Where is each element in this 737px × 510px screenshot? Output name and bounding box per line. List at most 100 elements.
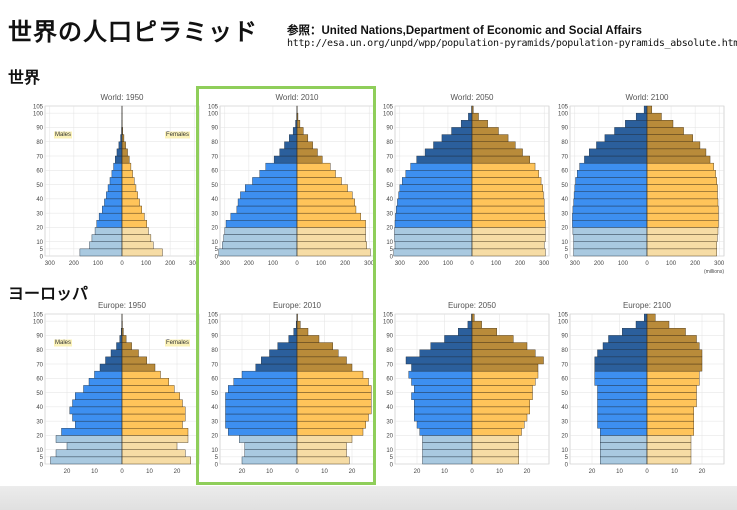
- bar-male: [402, 177, 473, 185]
- bar-female: [471, 420, 525, 429]
- bar-female: [471, 191, 544, 200]
- bar-female: [471, 112, 479, 121]
- bar-male: [98, 212, 123, 221]
- bar-female: [471, 320, 482, 329]
- x-tick-label: 0: [295, 469, 299, 475]
- y-tick-label: 105: [208, 104, 219, 110]
- y-tick-label: 100: [558, 111, 569, 117]
- bar-male: [597, 420, 648, 429]
- bar-male: [393, 248, 473, 257]
- bar-male: [116, 148, 123, 157]
- section-label-europe: ヨーロッパ: [8, 284, 89, 303]
- bar-female: [471, 456, 519, 465]
- y-tick-label: 50: [211, 183, 218, 189]
- y-tick-label: 0: [40, 462, 44, 468]
- bar-female: [471, 170, 539, 178]
- bar-female: [471, 248, 546, 257]
- bar-male: [644, 313, 648, 322]
- bar-male: [72, 413, 123, 422]
- bar-female: [471, 370, 539, 379]
- y-tick-label: 40: [386, 197, 393, 203]
- bar-male: [422, 435, 473, 443]
- bar-male: [411, 378, 473, 386]
- highlight-2010-frame: [196, 86, 376, 485]
- bar-female: [121, 220, 147, 228]
- bar-male: [399, 184, 473, 192]
- bar-male: [115, 155, 123, 164]
- y-tick-label: 50: [561, 391, 568, 397]
- x-tick-label: 0: [645, 261, 649, 267]
- bar-male: [110, 349, 123, 358]
- x-tick-label: 0: [120, 261, 124, 267]
- y-tick-label: 30: [36, 211, 43, 217]
- source-url[interactable]: http://esa.un.org/unpd/wpp/population-py…: [287, 38, 737, 49]
- y-tick-label: 5: [40, 247, 44, 253]
- bar-female: [121, 198, 140, 207]
- bar-female: [121, 428, 189, 436]
- chart-title: World: 2010: [276, 93, 320, 102]
- bar-female: [471, 406, 530, 415]
- bar-male: [102, 205, 123, 214]
- bar-male: [94, 227, 123, 235]
- legend-box: [54, 131, 73, 139]
- bar-male: [394, 227, 473, 235]
- bar-female: [121, 170, 133, 178]
- bar-male: [597, 413, 648, 422]
- y-tick-label: 105: [383, 312, 394, 318]
- y-tick-label: 40: [36, 197, 43, 203]
- bar-female: [471, 141, 516, 150]
- x-tick-label: 20: [524, 469, 531, 475]
- bar-male: [414, 385, 473, 393]
- bar-male: [573, 198, 648, 207]
- x-tick-label: 100: [666, 261, 677, 267]
- y-tick-label: 20: [36, 434, 43, 440]
- bar-male: [584, 155, 648, 164]
- bar-female: [121, 177, 135, 185]
- bar-female: [646, 320, 670, 329]
- x-tick-label: 100: [93, 261, 104, 267]
- bar-male: [106, 191, 123, 200]
- y-tick-label: 70: [561, 362, 568, 368]
- bar-female: [121, 378, 169, 386]
- pyramid-europe-1950: Europe: 1950 0 5 10 20 30 40 50 60 70 80 90 100 105 20…: [23, 298, 203, 484]
- bar-female: [646, 342, 700, 350]
- bar-male: [572, 212, 648, 221]
- bar-female: [471, 241, 545, 250]
- bar-male: [414, 399, 473, 408]
- y-tick-label: 90: [36, 126, 43, 132]
- y-tick-label: 5: [40, 455, 44, 461]
- bar-male: [604, 134, 648, 142]
- y-tick-label: 100: [383, 111, 394, 117]
- y-tick-label: 0: [215, 254, 219, 260]
- y-tick-label: 10: [561, 448, 568, 454]
- bar-male: [75, 392, 123, 400]
- y-tick-label: 10: [386, 448, 393, 454]
- y-tick-label: 105: [208, 312, 219, 318]
- y-tick-label: 20: [211, 434, 218, 440]
- bar-male: [419, 428, 473, 436]
- x-tick-label: 200: [690, 261, 701, 267]
- bar-female: [121, 406, 186, 415]
- bar-female: [121, 435, 189, 443]
- bar-male: [111, 170, 123, 178]
- bar-female: [471, 356, 544, 365]
- bar-female: [121, 248, 163, 257]
- bar-male: [83, 385, 123, 393]
- bar-female: [121, 241, 154, 250]
- y-tick-label: 0: [565, 254, 569, 260]
- bar-male: [600, 442, 648, 450]
- y-tick-label: 105: [558, 312, 569, 318]
- y-tick-label: 30: [211, 419, 218, 425]
- bar-female: [121, 385, 175, 393]
- y-tick-label: 90: [211, 334, 218, 340]
- bar-female: [121, 420, 183, 429]
- bar-female: [646, 112, 662, 121]
- x-tick-label: 20: [349, 469, 356, 475]
- y-tick-label: 60: [561, 377, 568, 383]
- y-tick-label: 90: [561, 126, 568, 132]
- y-tick-label: 30: [36, 419, 43, 425]
- bar-female: [471, 184, 543, 192]
- bar-male: [596, 141, 648, 150]
- bar-female: [471, 399, 530, 408]
- x-tick-label: 20: [589, 469, 596, 475]
